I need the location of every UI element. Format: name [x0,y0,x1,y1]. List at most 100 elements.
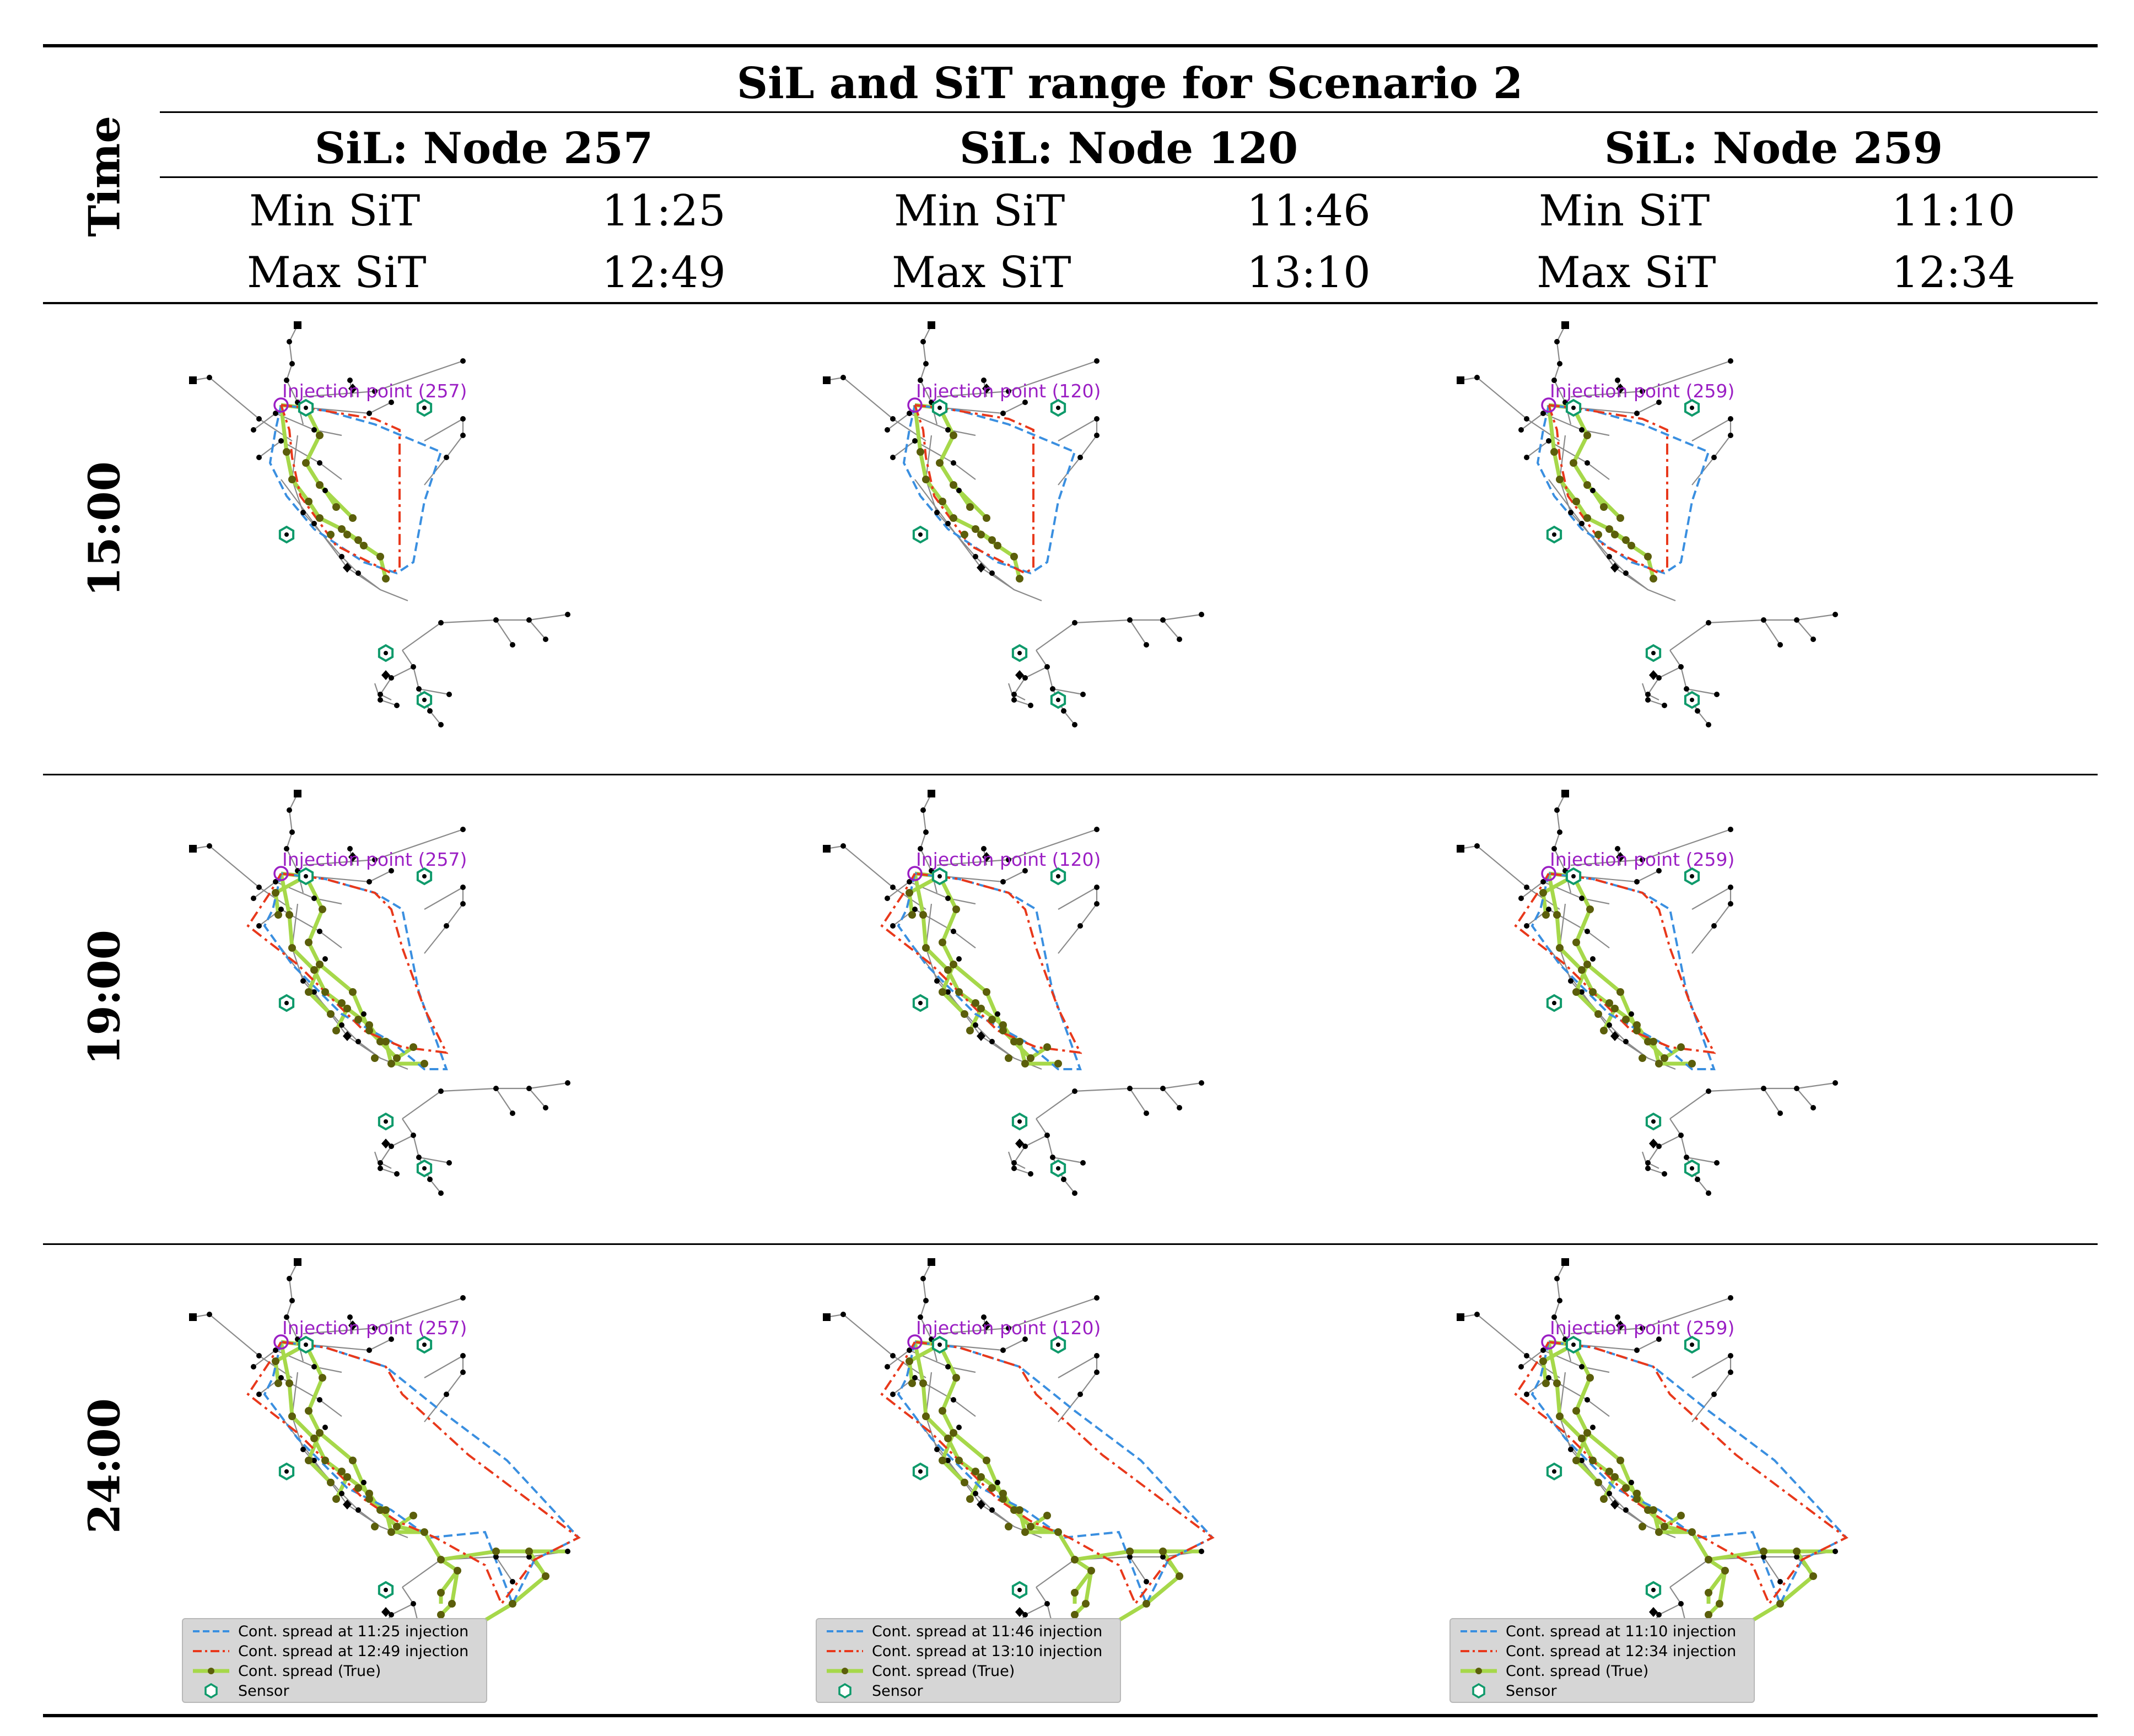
network-node [1728,1370,1733,1375]
true-spread-node [1639,1054,1646,1062]
true-spread-node [1655,1528,1663,1536]
network-edge [1576,870,1659,883]
true-spread-node [1021,1528,1029,1536]
network-node [493,617,499,623]
network-node [1094,901,1100,907]
network-node [1629,1480,1634,1485]
tank-diamond [977,1031,985,1041]
network-node [317,460,322,466]
true-spread-node [349,514,357,522]
network-node [1094,1295,1100,1301]
true-spread-node [365,1495,373,1503]
legend-swatch-sensor [826,1681,864,1701]
network-node [945,989,951,995]
network-node [1518,896,1524,901]
network-edge [258,440,342,480]
true-spread-node [1793,1548,1801,1555]
min-sit-value-2: 11:46 [1247,186,1371,236]
network-node [1678,1133,1684,1138]
network-node [251,427,256,433]
reservoir-square [1561,1258,1569,1266]
network-panel-r2-c2: Injection point (120) [816,783,1444,1234]
true-spread-node [354,536,362,544]
legend: Cont. spread at 11:46 injection Cont. spr… [816,1618,1121,1703]
network-node [1684,686,1689,692]
reservoir-square [823,376,831,384]
network-edge [1013,666,1048,700]
sensor-center-dot [918,532,923,537]
network-node [460,433,466,438]
network-node [1777,642,1783,648]
network-node [416,1155,422,1160]
network-node [300,978,306,984]
true-spread-node [1071,1556,1079,1564]
network-node [920,339,926,344]
network-node [981,846,987,851]
legend-label-green: Cont. spread (True) [872,1662,1015,1680]
true-spread-node [961,531,968,538]
network-node [1077,1392,1083,1397]
legend-label-blue: Cont. spread at 11:10 injection [1506,1622,1737,1640]
network-node [1006,389,1011,394]
true-spread-node [1071,1589,1079,1597]
true-spread-node [972,1468,979,1475]
sensor-center-dot [937,874,942,878]
red-envelope-line [914,404,1034,575]
network-node [973,554,978,559]
network-node [289,829,295,835]
network-edge [1669,1118,1709,1194]
true-spread-node [305,1407,312,1415]
network-node [989,1039,995,1044]
network-node [287,1276,292,1281]
true-spread-node [316,1429,324,1437]
legend-swatch-sensor [192,1681,230,1701]
true-spread-node [1054,1528,1062,1536]
max-sit-value-2: 13:10 [1247,248,1371,298]
network-node [989,570,995,576]
network-node [1000,411,1006,416]
network-node [890,1392,896,1397]
network-node [1094,827,1100,832]
true-spread-node [961,1479,968,1486]
network-node [322,488,328,493]
network-node [389,1336,394,1342]
legend-swatch-blue [192,1621,230,1641]
network-svg: Injection point (257) [189,790,570,1196]
network-node [1177,637,1182,642]
network-node [1080,692,1086,697]
network-node [394,1171,400,1177]
network-node [311,427,317,433]
row-time-2: 19:00 [79,930,130,1065]
network-edge [379,1135,414,1169]
network-edge [1162,1088,1180,1108]
sensor-center-dot [284,532,289,537]
tank-diamond [381,1139,390,1149]
network-node [1634,411,1640,416]
network-panel-r3-c1: Injection point (257) Cont. spread at 11:… [182,1251,810,1703]
network-node [1706,620,1711,626]
network-node [1761,617,1766,623]
legend-swatch-green [192,1661,230,1681]
reservoir-square [823,1313,831,1321]
legend-label-green: Cont. spread (True) [238,1662,381,1680]
injection-label: Injection point (120) [916,849,1101,870]
network-edge [258,1377,342,1417]
network-node [510,1110,515,1116]
true-spread-node [1583,514,1591,522]
network-edge [887,412,976,436]
network-edge [424,886,464,954]
network-node [1645,1160,1651,1166]
true-spread-node [999,1495,1007,1503]
true-spread-node [1586,1374,1594,1382]
true-spread-node [983,988,990,996]
network-edge [402,1118,441,1194]
sensor-center-dot [422,874,427,878]
network-node [1199,1549,1204,1554]
true-spread-node [966,503,974,511]
network-edge [1526,1377,1610,1417]
network-node [347,846,353,851]
network-node [389,1144,394,1149]
tank-diamond [977,563,985,573]
true-spread-node [1570,459,1577,467]
injection-marker [1541,1334,1556,1350]
